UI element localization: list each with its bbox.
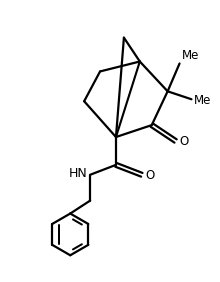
Text: Me: Me bbox=[193, 94, 211, 107]
Text: Me: Me bbox=[182, 49, 199, 61]
Text: HN: HN bbox=[69, 167, 88, 180]
Text: O: O bbox=[145, 169, 155, 182]
Text: O: O bbox=[179, 135, 188, 149]
